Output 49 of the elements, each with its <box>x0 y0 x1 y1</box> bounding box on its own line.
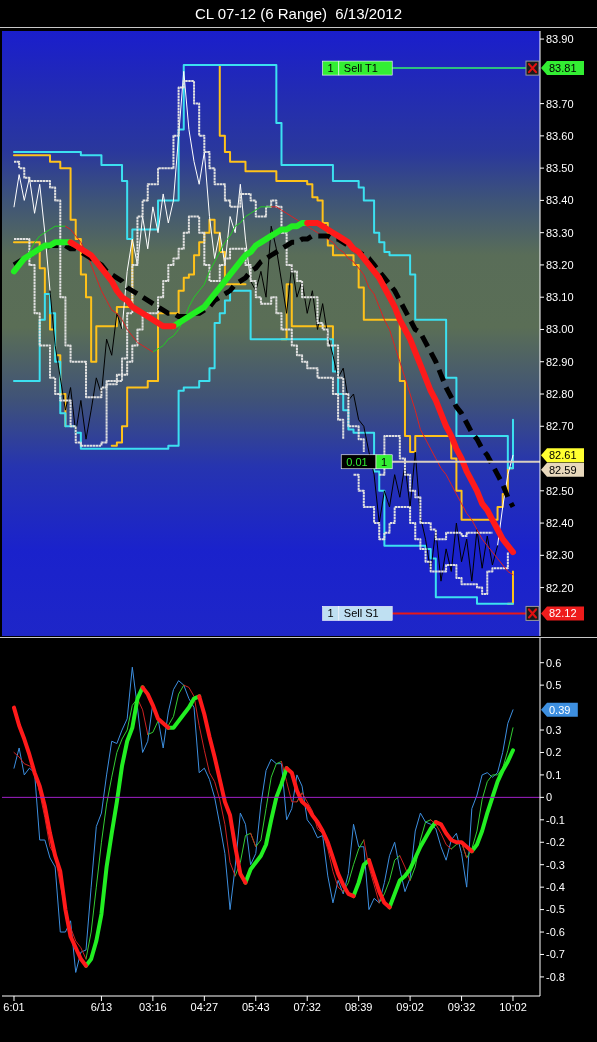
y-tick-label: -0.7 <box>546 948 565 961</box>
x-tick-label: 6:01 <box>3 1000 25 1013</box>
x-tick-label: 09:02 <box>396 1000 424 1013</box>
y-tick-label: -0.3 <box>546 858 565 871</box>
y-tick-label: 0.6 <box>546 656 562 669</box>
x-tick-label: 09:32 <box>447 1000 476 1013</box>
y-tick-label: 82.90 <box>546 355 574 368</box>
y-tick-label: 83.00 <box>546 323 574 336</box>
x-tick-label: 07:32 <box>293 1000 321 1013</box>
y-tick-label: 83.60 <box>546 129 574 142</box>
y-tick-label: 0 <box>546 791 553 804</box>
x-tick-label: 03:16 <box>139 1000 167 1013</box>
text: 82.61 <box>549 449 577 462</box>
x-tick-label: 04:27 <box>190 1000 219 1013</box>
y-tick-label: 82.70 <box>546 420 574 433</box>
annotation: 1 Sell T1 <box>327 62 378 75</box>
ref-line-label: 82.12 <box>549 607 577 620</box>
ref-line-label: 83.81 <box>549 62 577 75</box>
y-tick-label: 83.20 <box>546 258 574 271</box>
y-tick-label: 83.70 <box>546 97 574 110</box>
y-tick-label: 0.3 <box>546 723 562 736</box>
y-tick-label: 82.30 <box>546 549 574 562</box>
y-tick-label: -0.2 <box>546 836 565 849</box>
text: 0.01 1 <box>346 455 388 468</box>
y-tick-label: -0.8 <box>546 970 565 983</box>
y-tick-label: 83.50 <box>546 162 574 175</box>
x-tick-label: 05:43 <box>242 1000 270 1013</box>
x-tick-label: 08:39 <box>344 1000 373 1013</box>
y-tick-label: 0.5 <box>546 679 562 692</box>
x-tick-label: 6/13 <box>90 1000 113 1013</box>
ref-line-label: 82.59 <box>549 463 577 476</box>
y-tick-label: -0.5 <box>546 903 565 916</box>
y-tick-label: 83.10 <box>546 291 574 304</box>
y-tick-label: 83.40 <box>546 194 574 207</box>
y-tick-label: -0.6 <box>546 925 565 938</box>
text: 0.39 <box>549 703 571 716</box>
y-tick-label: 82.50 <box>546 484 574 497</box>
y-tick-label: 83.90 <box>546 32 574 45</box>
chart-title: CL 07-12 (6 Range) 6/13/2012 <box>193 4 404 24</box>
y-tick-label: 0.2 <box>546 746 562 759</box>
y-tick-label: 82.20 <box>546 581 574 594</box>
y-tick-label: 0.1 <box>546 768 562 781</box>
y-tick-label: 82.80 <box>546 387 574 400</box>
y-tick-label: -0.4 <box>546 881 565 894</box>
y-tick-label: -0.1 <box>546 813 565 826</box>
annotation: 1 Sell S1 <box>327 607 379 620</box>
x-tick-label: 10:02 <box>499 1000 527 1013</box>
y-tick-label: 83.30 <box>546 226 574 239</box>
y-tick-label: 82.40 <box>546 516 574 529</box>
